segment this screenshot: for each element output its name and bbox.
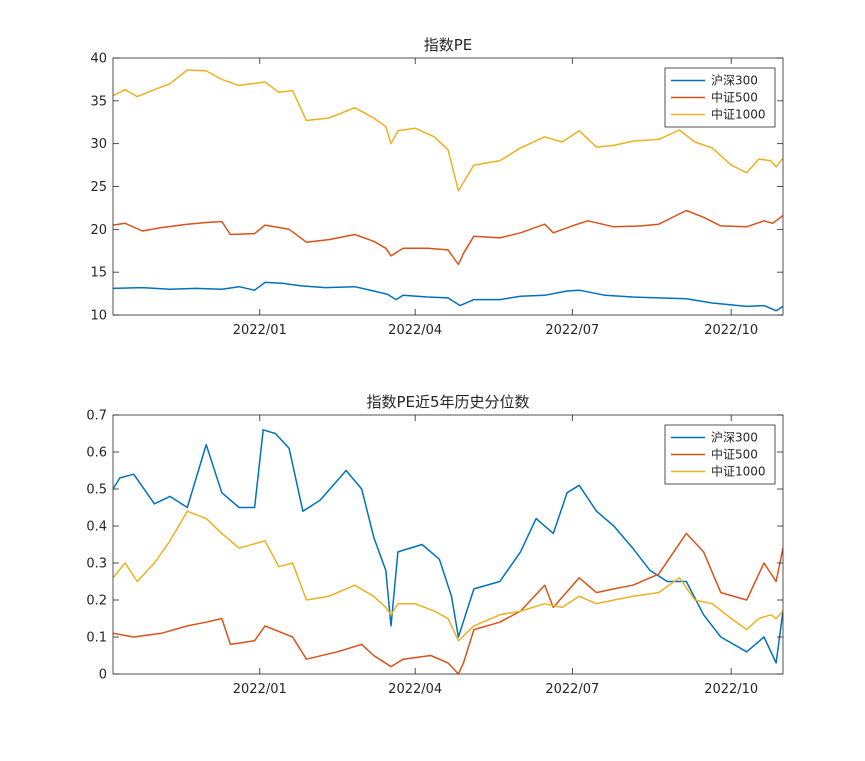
- x-tick-label: 2022/04: [388, 323, 442, 338]
- legend: 沪深300 中证500 中证1000: [664, 424, 776, 485]
- y-tick-label: 10: [90, 309, 107, 324]
- x-tick-label: 2022/07: [545, 323, 599, 338]
- series-lines: [113, 69, 783, 312]
- x-tick-label: 2022/07: [545, 682, 599, 697]
- series-lines: [113, 429, 783, 674]
- legend-entry: 中证1000: [711, 107, 766, 122]
- y-tick-label: 0.5: [86, 483, 107, 498]
- axes-box: [112, 414, 784, 675]
- chart-title: 指数PE: [424, 36, 473, 54]
- y-tick-label: 35: [90, 94, 107, 109]
- y-tick-label: 15: [90, 266, 107, 281]
- x-tick-label: 2022/10: [704, 323, 758, 338]
- series-line-0: [113, 429, 783, 664]
- series-line-2: [113, 510, 783, 642]
- x-tick-label: 2022/04: [388, 682, 442, 697]
- y-tick-label: 30: [90, 137, 107, 152]
- y-tick-label: 20: [90, 223, 107, 238]
- series-line-1: [113, 532, 783, 674]
- y-tick-label: 25: [90, 180, 107, 195]
- chart-index-pe-percentile: 指数PE近5年历史分位数 0 0.1 0.2 0.3 0.4 0.5 0.6 0.7 2022/0…: [86, 393, 784, 697]
- y-tick-label: 0.2: [86, 594, 107, 609]
- x-tick-label: 2022/01: [233, 682, 287, 697]
- series-line-0: [113, 281, 783, 312]
- series-line-1: [113, 209, 783, 266]
- chart-title: 指数PE近5年历史分位数: [366, 393, 529, 411]
- legend-entry: 沪深300: [711, 431, 758, 445]
- chart-index-pe: 指数PE 10 15 20 25 30 35 40 2022/01 2022/04 2022/07 2…: [90, 36, 784, 338]
- legend-entry: 中证1000: [711, 464, 766, 479]
- y-tick-label: 0.4: [86, 520, 107, 535]
- legend-entry: 沪深300: [711, 74, 758, 88]
- legend-entry: 中证500: [711, 447, 758, 462]
- y-tick-label: 0.6: [86, 446, 107, 461]
- x-tick-label: 2022/01: [233, 323, 287, 338]
- y-tick-label: 0.3: [86, 557, 107, 572]
- legend: 沪深300 中证500 中证1000: [664, 67, 776, 128]
- legend-entry: 中证500: [711, 90, 758, 105]
- x-tick-label: 2022/10: [704, 682, 758, 697]
- y-tick-label: 0.1: [86, 631, 107, 646]
- y-tick-label: 0: [99, 668, 107, 683]
- y-tick-label: 40: [90, 52, 107, 67]
- y-tick-label: 0.7: [86, 409, 107, 424]
- series-line-2: [113, 69, 783, 192]
